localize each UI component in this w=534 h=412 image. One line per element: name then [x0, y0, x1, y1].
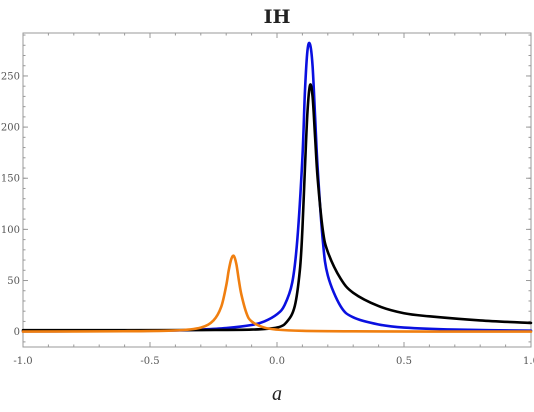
series-line-2 — [21, 83, 533, 332]
series-line-1 — [21, 41, 533, 333]
axis-ticks: -1.0 -0.5 0.0 0.5 1.0 0 50 100 150 200 250 — [1, 33, 534, 367]
plot-frame — [22, 32, 532, 348]
x-axis-label: a — [272, 383, 282, 405]
y-tick-label: 150 — [1, 174, 20, 185]
y-tick-label: 200 — [1, 123, 20, 134]
chart-title: IH — [264, 6, 291, 28]
y-tick-label: 250 — [1, 71, 20, 82]
y-tick-label: 50 — [7, 276, 20, 287]
series-layer — [21, 41, 533, 333]
series-line-3 — [21, 254, 533, 333]
x-tick-label: 0.0 — [269, 356, 285, 367]
y-tick-label: 0 — [14, 327, 20, 338]
x-tick-label: -0.5 — [140, 356, 159, 367]
x-tick-label: 1.0 — [523, 356, 534, 367]
x-tick-label: 0.5 — [396, 356, 412, 367]
x-tick-label: -1.0 — [13, 356, 32, 367]
y-tick-label: 100 — [1, 225, 20, 236]
